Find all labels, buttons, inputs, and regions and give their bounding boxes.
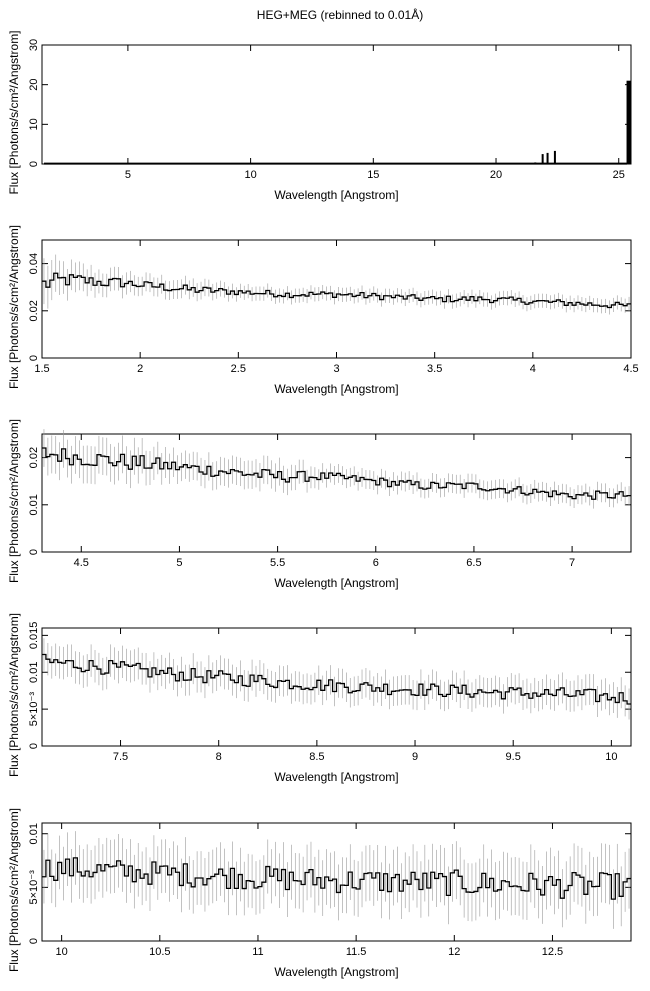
chart-panel-2: 1.5 2 2.5 3 3.5 4 4.5 0 0.02 0.04 Wavelength [Angs… (7, 225, 639, 396)
x-tick-label: 4.5 (623, 363, 638, 375)
x-tick-label: 9 (412, 751, 418, 763)
y-axis-label: Flux [Photons/s/cm²/Angstrom] (7, 30, 21, 194)
x-tick-label: 5 (125, 169, 131, 181)
spectrum-line (42, 653, 631, 705)
x-tick-label: 3 (333, 363, 339, 375)
data-bar (507, 163, 510, 164)
y-tick-label: 0 (28, 355, 40, 361)
x-tick-label: 7.5 (113, 751, 128, 763)
x-tick-label: 20 (490, 169, 502, 181)
y-tick-label: 0 (28, 161, 40, 167)
x-tick-label: 25 (613, 169, 625, 181)
chart-panel-4: 7.5 8 8.5 9 9.5 10 0 5×10⁻³ 0.01 0.015 Wavelength … (7, 613, 632, 784)
y-tick-label: 0 (28, 938, 40, 944)
y-tick-label: 0 (28, 549, 40, 555)
error-bars (43, 638, 630, 720)
y-axis-label: Flux [Photons/s/cm²/Angstrom] (7, 613, 21, 777)
x-tick-label: 4 (530, 363, 536, 375)
y-tick-label: 0.01 (28, 823, 40, 844)
y-tick-label: 0.01 (28, 662, 40, 683)
x-tick-label: 8 (216, 751, 222, 763)
data-bar (534, 162, 537, 164)
x-axis-label: Wavelength [Angstrom] (274, 770, 398, 784)
y-tick-label: 0.04 (28, 253, 40, 274)
y-tick-label: 20 (28, 79, 40, 91)
x-tick-label: 11.5 (346, 946, 367, 958)
x-tick-label: 2 (137, 363, 143, 375)
y-axis-label: Flux [Photons/s/cm²/Angstrom] (7, 225, 21, 389)
y-tick-label: 0.015 (28, 622, 40, 650)
x-axis-label: Wavelength [Angstrom] (274, 576, 398, 590)
x-tick-label: 4.5 (74, 557, 89, 569)
plot-frame (41, 433, 632, 553)
chart-panel-5: 10 10.5 11 11.5 12 12.5 0 5×10⁻³ 0.01 Wavelength … (7, 808, 632, 979)
x-tick-label: 12 (448, 946, 460, 958)
x-tick-label: 6.5 (466, 557, 481, 569)
x-tick-label: 1.5 (34, 363, 49, 375)
x-axis-label: Wavelength [Angstrom] (274, 965, 398, 979)
spectrum-line (42, 857, 631, 900)
y-tick-label: 0.01 (28, 494, 40, 515)
x-tick-label: 7 (569, 557, 575, 569)
x-tick-label: 11 (252, 946, 263, 958)
y-tick-label: 10 (28, 118, 40, 130)
x-axis-label: Wavelength [Angstrom] (274, 382, 398, 396)
plot-frame (41, 44, 632, 165)
x-axis-label: Wavelength [Angstrom] (274, 188, 398, 202)
x-tick-label: 10 (605, 751, 617, 763)
figure-title: HEG+MEG (rebinned to 0.01Å) (256, 8, 424, 22)
x-tick-label: 10 (244, 169, 256, 181)
y-tick-label: 0.02 (28, 300, 40, 321)
data-bar (546, 152, 549, 164)
spectrum-line (42, 272, 631, 309)
y-axis-label: Flux [Photons/s/cm²/Angstrom] (7, 808, 21, 972)
x-tick-label: 12.5 (542, 946, 563, 958)
x-tick-label: 10 (56, 946, 68, 958)
y-tick-label: 5×10⁻³ (28, 692, 40, 727)
x-tick-label: 10.5 (149, 946, 170, 958)
y-tick-label: 0.02 (28, 447, 40, 468)
x-tick-label: 9.5 (506, 751, 521, 763)
y-tick-label: 5×10⁻³ (28, 870, 40, 905)
plot-frame (41, 627, 632, 747)
x-tick-label: 8.5 (309, 751, 324, 763)
chart-panel-1: 5 10 15 20 25 0 10 20 30 Wavelength [Angstrom] Flu… (7, 30, 632, 202)
x-tick-label: 6 (373, 557, 379, 569)
x-tick-label: 3.5 (427, 363, 442, 375)
data-bar (626, 80, 631, 164)
x-tick-label: 5.5 (270, 557, 285, 569)
y-axis-label: Flux [Photons/s/cm²/Angstrom] (7, 419, 21, 583)
x-tick-label: 15 (367, 169, 379, 181)
data-bar (541, 154, 544, 164)
plot-frame (41, 822, 632, 942)
chart-panel-3: 4.5 5 5.5 6 6.5 7 0 0.01 0.02 Wavelength [Angstro… (7, 419, 632, 590)
x-tick-label: 5 (176, 557, 182, 569)
y-tick-label: 0 (28, 743, 40, 749)
y-tick-label: 30 (28, 39, 40, 51)
spectrum-line (42, 447, 631, 500)
data-bar (553, 150, 556, 164)
x-tick-label: 2.5 (231, 363, 246, 375)
